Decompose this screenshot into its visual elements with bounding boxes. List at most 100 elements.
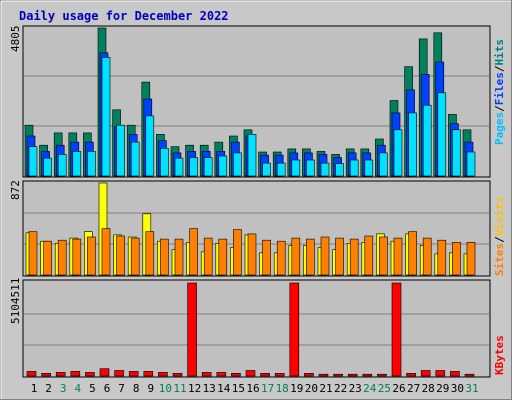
kbytes-bar [245, 370, 256, 377]
sites-bar [291, 237, 301, 276]
sites-bar [57, 239, 67, 276]
day-label: 19 [290, 382, 303, 395]
day-label: 3 [60, 382, 67, 395]
day-label: 26 [392, 382, 405, 395]
pages-bar [28, 146, 38, 177]
day-label: 9 [147, 382, 154, 395]
sites-bar [189, 228, 198, 276]
pages-bar [116, 124, 125, 177]
sites-bar [218, 238, 228, 276]
sites-bar [160, 238, 169, 276]
pages-bar [335, 163, 344, 177]
kbytes-bar [114, 370, 124, 377]
sites-bar [247, 233, 257, 276]
pages-bar [422, 104, 432, 177]
day-label: 21 [319, 382, 332, 395]
kbytes-bar [158, 372, 168, 377]
sites-bar [320, 236, 330, 276]
pages-bar [276, 162, 286, 177]
kbytes-bar [70, 371, 81, 377]
sites-bar [87, 236, 96, 276]
sites-bar [437, 239, 447, 276]
day-label: 15 [232, 382, 245, 395]
pages-bar [364, 159, 374, 177]
sites-bar [203, 237, 213, 276]
legend-part: Sites [493, 243, 506, 276]
visits-legend: Sites/Visits [493, 197, 506, 277]
visits-max-label: 872 [9, 180, 22, 200]
sites-bar [72, 238, 82, 276]
day-label: 14 [217, 382, 231, 395]
kbytes-bar [26, 371, 37, 377]
day-label: 17 [261, 382, 274, 395]
pages-bar [203, 157, 213, 177]
kbytes-bar [464, 373, 475, 377]
day-label: 18 [276, 382, 289, 395]
kbytes-bar [274, 372, 285, 377]
kbytes-bar [435, 370, 446, 377]
sites-bar [408, 231, 417, 276]
sites-bar [276, 240, 286, 276]
day-label: 1 [31, 382, 38, 395]
day-label: 12 [188, 382, 201, 395]
legend-part: / [493, 65, 506, 72]
kbytes-bar [347, 373, 358, 377]
sites-bar [306, 238, 315, 276]
legend-part: Files [493, 72, 506, 105]
day-label: 5 [89, 382, 96, 395]
day-label: 24 [363, 382, 377, 395]
pages-bar [130, 141, 140, 177]
pages-bar [466, 151, 476, 177]
day-label: 8 [133, 382, 140, 395]
kbytes-bar [231, 372, 241, 377]
kbytes-max-label: 5104511 [9, 278, 22, 324]
pages-bar [320, 162, 330, 177]
pages-bar [174, 157, 184, 177]
kbytes-bar [128, 371, 139, 377]
day-label: 30 [451, 382, 464, 395]
kbytes-bar [260, 372, 270, 377]
kbytes-bar [289, 282, 300, 377]
pages-bar [262, 162, 271, 177]
day-label: 13 [203, 382, 216, 395]
pages-bar [452, 129, 461, 177]
day-label: 31 [465, 382, 478, 395]
kbytes-bar [377, 373, 387, 377]
sites-bar [101, 228, 111, 276]
day-label: 11 [173, 382, 186, 395]
kbytes-bar [362, 373, 373, 377]
sites-bar [174, 238, 184, 276]
legend-part: KBytes [493, 335, 506, 375]
sites-bar [145, 231, 155, 276]
sites-bar [28, 231, 38, 276]
kbytes-bar [406, 372, 416, 377]
kbytes-bar [391, 282, 402, 377]
sites-bar [349, 238, 359, 276]
day-label: 4 [74, 382, 81, 395]
kbytes-bar [201, 372, 212, 377]
sites-bar [233, 229, 242, 276]
pages-bar [306, 159, 315, 177]
kbytes-legend: KBytes [493, 335, 506, 375]
pages-bar [218, 155, 228, 177]
pages-bar [349, 159, 359, 177]
day-label: 27 [407, 382, 420, 395]
hits-max-label: 4805 [9, 26, 22, 53]
sites-bar [379, 236, 388, 276]
sites-bar [393, 237, 403, 276]
hits-legend: Pages/Files/Hits [493, 39, 506, 145]
kbytes-bar [85, 372, 95, 377]
pages-bar [43, 157, 52, 177]
pages-bar [247, 134, 257, 177]
kbytes-bar [55, 372, 66, 377]
sites-bar [262, 239, 271, 276]
kbytes-bar [318, 373, 329, 377]
legend-part: / [493, 105, 506, 112]
pages-bar [291, 159, 301, 177]
sites-bar [43, 240, 52, 276]
kbytes-bar [420, 370, 431, 377]
legend-part: / [493, 236, 506, 243]
day-label: 10 [159, 382, 172, 395]
kbytes-bar [333, 373, 343, 377]
